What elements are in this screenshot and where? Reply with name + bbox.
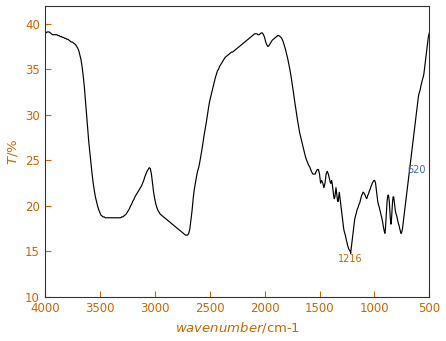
Y-axis label: $\it{T}$/%: $\it{T}$/% — [5, 138, 20, 164]
Text: 620: 620 — [407, 164, 426, 175]
X-axis label: $\it{wavenumber}$/cm-1: $\it{wavenumber}$/cm-1 — [174, 321, 300, 336]
Text: 1216: 1216 — [339, 254, 363, 264]
